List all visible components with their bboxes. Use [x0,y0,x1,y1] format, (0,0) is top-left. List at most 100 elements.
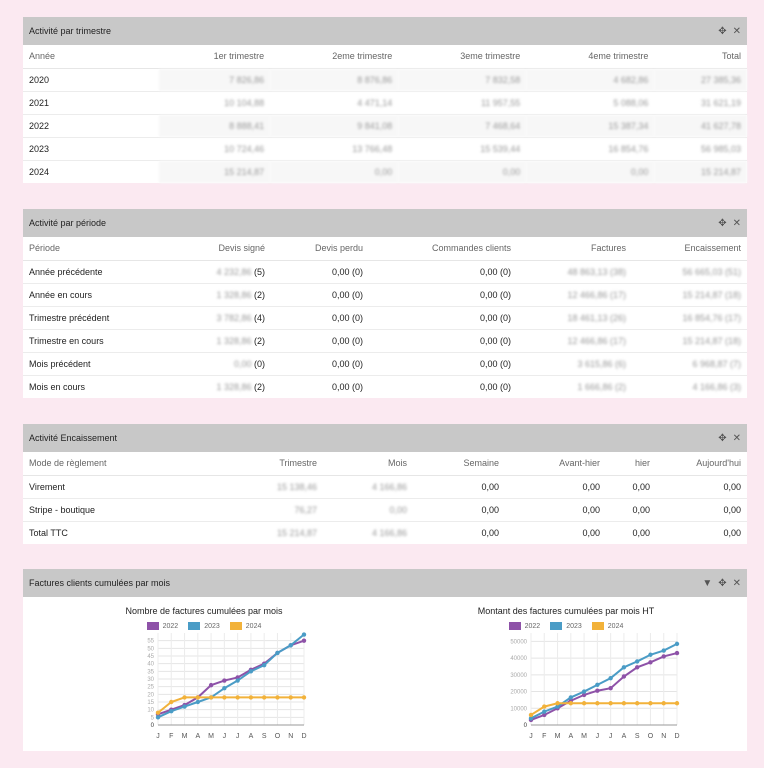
data-point[interactable] [595,688,600,693]
data-point[interactable] [648,660,653,665]
semaine-cell: 0,00 [413,497,505,521]
legend-item[interactable]: 2023 [550,622,582,630]
close-icon[interactable]: ✕ [732,432,741,444]
data-point[interactable] [208,682,214,688]
row-label: Trimestre en cours [23,328,159,352]
data-point[interactable] [261,695,267,700]
data-point[interactable] [542,704,547,709]
data-point[interactable] [222,695,227,700]
close-icon[interactable]: ✕ [732,25,741,37]
chart-legend[interactable]: 2022 2023 2024 [23,622,385,630]
data-point[interactable] [661,648,666,653]
data-point[interactable] [595,701,600,706]
data-point[interactable] [581,689,587,694]
trimestre-cell: 15 138,46 [241,474,323,498]
row-label: Total TTC [23,520,241,544]
table-row: Mois en cours 1 328,86 (2) 0,00 (0) 0,00 (0… [23,374,747,398]
legend-item[interactable]: 2022 [146,622,178,630]
x-tick-label: A [249,733,254,740]
data-point[interactable] [608,686,613,691]
data-point[interactable] [248,669,254,674]
data-point[interactable] [634,701,640,706]
data-point[interactable] [155,715,161,720]
data-point[interactable] [275,695,280,700]
data-point[interactable] [155,710,161,715]
data-point[interactable] [208,695,214,700]
trimestre-cell: 15 214,87 [241,520,323,544]
aujourdhui-cell: 0,00 [656,474,747,498]
data-point[interactable] [621,674,627,679]
data-point[interactable] [648,652,653,657]
move-icon[interactable]: ✥ [718,432,727,444]
col-header: 2eme trimestre [270,45,399,69]
data-point[interactable] [182,704,187,709]
data-point[interactable] [528,716,534,721]
legend-item[interactable]: 2023 [188,622,220,630]
data-point[interactable] [195,695,201,700]
data-point[interactable] [661,701,666,706]
close-icon[interactable]: ✕ [732,577,741,589]
data-point[interactable] [674,650,680,656]
x-tick-label: M [208,733,214,740]
row-label: 2024 [23,159,159,183]
data-point[interactable] [595,682,600,688]
table-cell: 11 957,55 [398,90,527,114]
move-icon[interactable]: ✥ [718,217,727,229]
data-point[interactable] [222,686,227,691]
legend-item[interactable]: 2024 [591,622,623,630]
data-point[interactable] [674,701,680,706]
data-point[interactable] [288,695,293,700]
data-point[interactable] [555,701,560,706]
devis-perdu-cell: 0,00 (0) [271,374,369,398]
x-tick-label: S [635,733,640,740]
data-point[interactable] [528,712,534,718]
col-header: 3eme trimestre [398,45,527,69]
data-point[interactable] [608,701,613,706]
data-point[interactable] [542,712,547,718]
legend-item[interactable]: 2022 [508,622,541,630]
factures-cell: 12 466,86 (17) [517,328,632,352]
data-point[interactable] [621,701,627,706]
data-point[interactable] [235,695,240,700]
data-point[interactable] [581,692,587,698]
data-point[interactable] [661,654,666,659]
data-point[interactable] [222,678,227,683]
data-point[interactable] [634,659,640,664]
chart-legend[interactable]: 2022 2023 2024 [385,622,747,630]
data-point[interactable] [634,665,640,670]
move-icon[interactable]: ✥ [718,25,727,37]
data-point[interactable] [169,699,174,705]
data-point[interactable] [568,695,574,700]
data-point[interactable] [195,699,201,705]
data-point[interactable] [621,665,627,670]
semaine-cell: 0,00 [413,474,505,498]
data-point[interactable] [248,695,254,700]
data-point[interactable] [301,695,307,700]
data-point[interactable] [182,695,187,700]
data-point[interactable] [648,701,653,706]
data-point[interactable] [301,638,307,643]
data-point[interactable] [275,650,280,656]
data-point[interactable] [169,709,174,714]
data-point[interactable] [568,701,574,706]
data-point[interactable] [674,641,680,647]
data-point[interactable] [555,704,560,709]
series-line-2024 [530,702,677,716]
legend-item[interactable]: 2024 [229,622,261,630]
data-point[interactable] [581,701,587,706]
x-tick-label: N [661,733,666,740]
filter-icon[interactable]: ▼ [702,577,713,589]
col-header: 4eme trimestre [526,45,655,69]
legend-label: 2022 [524,622,541,630]
data-point[interactable] [288,643,293,648]
devis-amount: 1 328,86 [216,381,252,392]
data-point[interactable] [301,632,307,637]
y-tick-label: 30000 [510,673,527,679]
data-point[interactable] [235,678,240,683]
data-point[interactable] [542,709,547,714]
semaine-cell: 0,00 [413,520,505,544]
data-point[interactable] [608,675,613,681]
close-icon[interactable]: ✕ [732,217,741,229]
data-point[interactable] [261,663,267,668]
move-icon[interactable]: ✥ [718,577,727,589]
